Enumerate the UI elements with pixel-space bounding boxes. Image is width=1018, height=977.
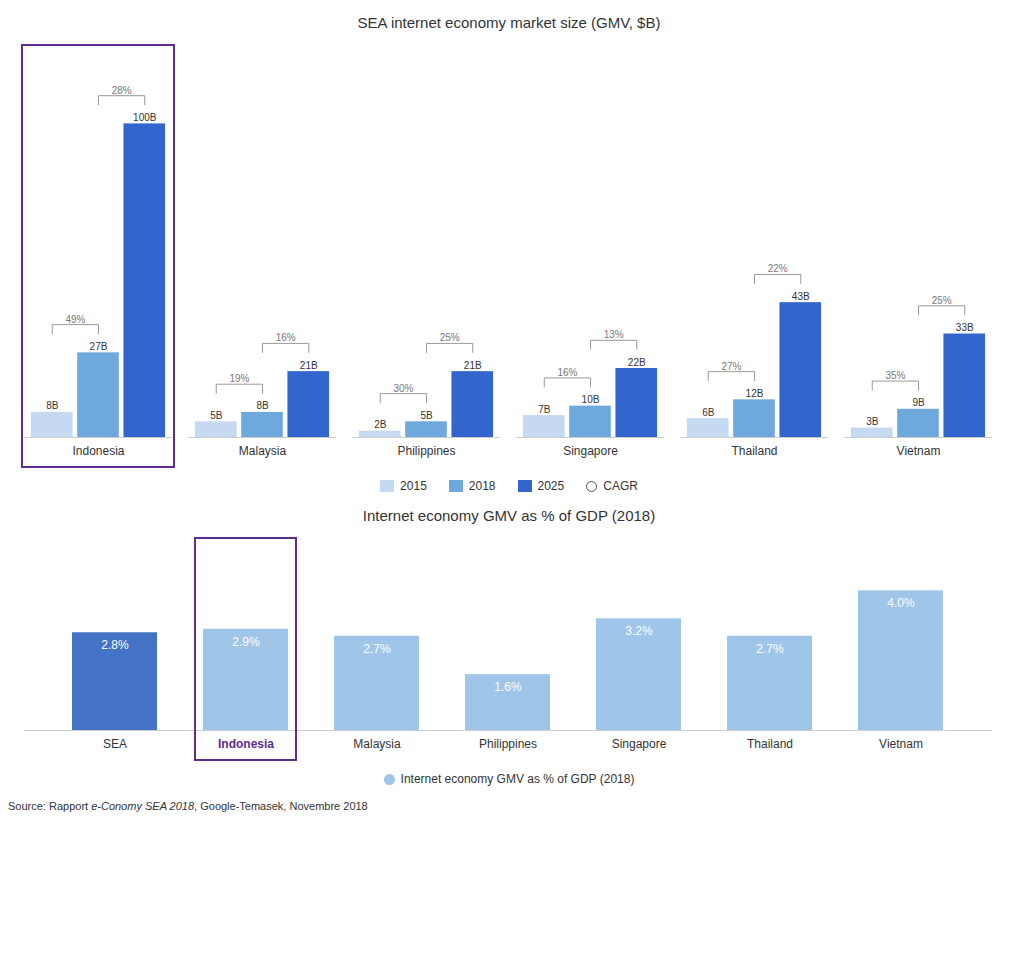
svg-text:2.9%: 2.9% xyxy=(232,635,260,649)
svg-text:3B: 3B xyxy=(866,416,879,427)
svg-text:2.8%: 2.8% xyxy=(101,638,129,652)
svg-text:Philippines: Philippines xyxy=(397,444,455,458)
svg-text:100B: 100B xyxy=(133,112,157,123)
svg-text:3.2%: 3.2% xyxy=(625,624,653,638)
html-text:Source: Rapport e-Conomy SEA 2: Source: Rapport e-Conomy SEA 2018, Googl… xyxy=(8,800,368,812)
svg-text:35%: 35% xyxy=(885,370,905,381)
svg-text:8B: 8B xyxy=(46,400,59,411)
svg-text:25%: 25% xyxy=(932,295,952,306)
svg-text:SEA: SEA xyxy=(103,737,127,751)
svg-text:Thailand: Thailand xyxy=(747,737,793,751)
svg-text:12B: 12B xyxy=(746,388,764,399)
svg-text:27B: 27B xyxy=(90,341,108,352)
html-text:Internet economy GMV as % of G: Internet economy GMV as % of GDP (2018) xyxy=(400,772,635,786)
svg-text:Vietnam: Vietnam xyxy=(879,737,923,751)
html-text:2018: 2018 xyxy=(468,479,496,493)
svg-text:19%: 19% xyxy=(229,373,249,384)
svg-text:16%: 16% xyxy=(276,332,296,343)
svg-text:Singapore: Singapore xyxy=(612,737,667,751)
svg-text:Singapore: Singapore xyxy=(563,444,618,458)
svg-text:6B: 6B xyxy=(702,407,715,418)
svg-text:30%: 30% xyxy=(393,383,413,394)
svg-text:Malaysia: Malaysia xyxy=(239,444,287,458)
svg-text:2.7%: 2.7% xyxy=(756,642,784,656)
svg-text:22B: 22B xyxy=(628,357,646,368)
svg-text:1.6%: 1.6% xyxy=(494,680,522,694)
svg-text:Thailand: Thailand xyxy=(731,444,777,458)
svg-text:4.0%: 4.0% xyxy=(887,596,915,610)
html-text:CAGR: CAGR xyxy=(603,479,638,493)
svg-text:21B: 21B xyxy=(464,360,482,371)
html-text:2025: 2025 xyxy=(537,479,565,493)
svg-text:22%: 22% xyxy=(768,263,788,274)
svg-text:33B: 33B xyxy=(956,322,974,333)
svg-text:16%: 16% xyxy=(557,367,577,378)
html-text:Internet economy GMV as % of G: Internet economy GMV as % of GDP (2018) xyxy=(362,507,656,524)
svg-text:Philippines: Philippines xyxy=(479,737,537,751)
svg-text:2.7%: 2.7% xyxy=(363,642,391,656)
html-text:SEA internet economy market si: SEA internet economy market size (GMV, $… xyxy=(357,14,661,31)
html-text:2015: 2015 xyxy=(400,479,427,493)
svg-text:Malaysia: Malaysia xyxy=(353,737,401,751)
svg-text:13%: 13% xyxy=(604,329,624,340)
svg-text:5B: 5B xyxy=(420,410,433,421)
svg-text:27%: 27% xyxy=(721,361,741,372)
svg-text:10B: 10B xyxy=(582,394,600,405)
svg-text:28%: 28% xyxy=(112,85,132,96)
svg-text:21B: 21B xyxy=(300,360,318,371)
svg-text:5B: 5B xyxy=(210,410,223,421)
svg-text:Vietnam: Vietnam xyxy=(897,444,941,458)
svg-text:9B: 9B xyxy=(912,397,925,408)
svg-text:25%: 25% xyxy=(440,332,460,343)
svg-text:7B: 7B xyxy=(538,404,551,415)
svg-text:8B: 8B xyxy=(256,400,269,411)
svg-text:2B: 2B xyxy=(374,419,387,430)
svg-text:Indonesia: Indonesia xyxy=(72,444,124,458)
svg-text:Indonesia: Indonesia xyxy=(218,737,274,751)
svg-text:43B: 43B xyxy=(792,291,810,302)
svg-text:49%: 49% xyxy=(65,314,85,325)
